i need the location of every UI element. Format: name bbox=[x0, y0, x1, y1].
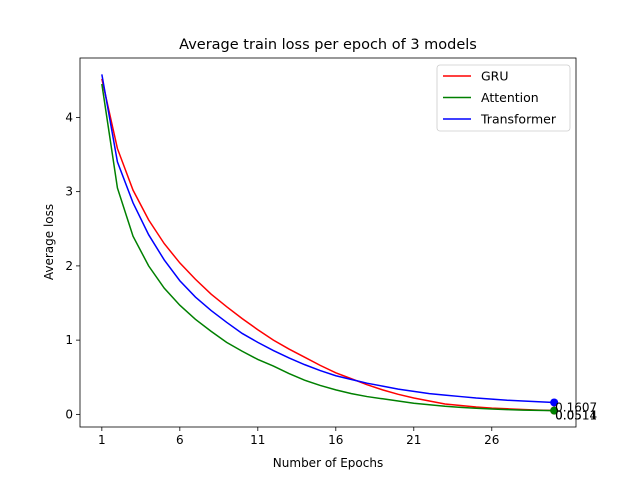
legend-label-attention: Attention bbox=[481, 90, 539, 105]
series-line-gru bbox=[101, 78, 555, 412]
legend: GRU Attention Transformer bbox=[436, 64, 571, 132]
series-line-attention bbox=[101, 83, 555, 412]
legend-box bbox=[436, 64, 571, 132]
y-axis-label: Average loss bbox=[42, 204, 56, 280]
data-label-transformer: 0.1607 bbox=[555, 400, 597, 414]
data-label-gru: 0.0514 bbox=[555, 409, 597, 423]
x-tick-label: 26 bbox=[484, 433, 499, 447]
x-tick-label: 16 bbox=[328, 433, 343, 447]
y-tick-label: 1 bbox=[65, 333, 73, 347]
series-line-transformer bbox=[101, 74, 555, 404]
series-end-marker-transformer bbox=[550, 398, 559, 407]
x-axis-label: Number of Epochs bbox=[273, 456, 383, 470]
y-tick-label: 0 bbox=[65, 407, 73, 421]
series-end-marker-attention bbox=[550, 406, 559, 415]
x-tick-label: 21 bbox=[406, 433, 421, 447]
x-tick-label: 6 bbox=[176, 433, 184, 447]
chart-title: Average train loss per epoch of 3 models bbox=[179, 37, 477, 53]
legend-label-transformer: Transformer bbox=[480, 112, 557, 127]
x-tick-label: 1 bbox=[98, 433, 106, 447]
x-tick-label: 11 bbox=[250, 433, 265, 447]
y-tick-label: 4 bbox=[65, 110, 73, 124]
y-tick-label: 3 bbox=[65, 185, 73, 199]
data-label-attention: 0.0511 bbox=[555, 409, 597, 423]
axes-frame bbox=[79, 57, 577, 428]
legend-label-gru: GRU bbox=[481, 69, 509, 84]
y-tick-label: 2 bbox=[65, 259, 73, 273]
